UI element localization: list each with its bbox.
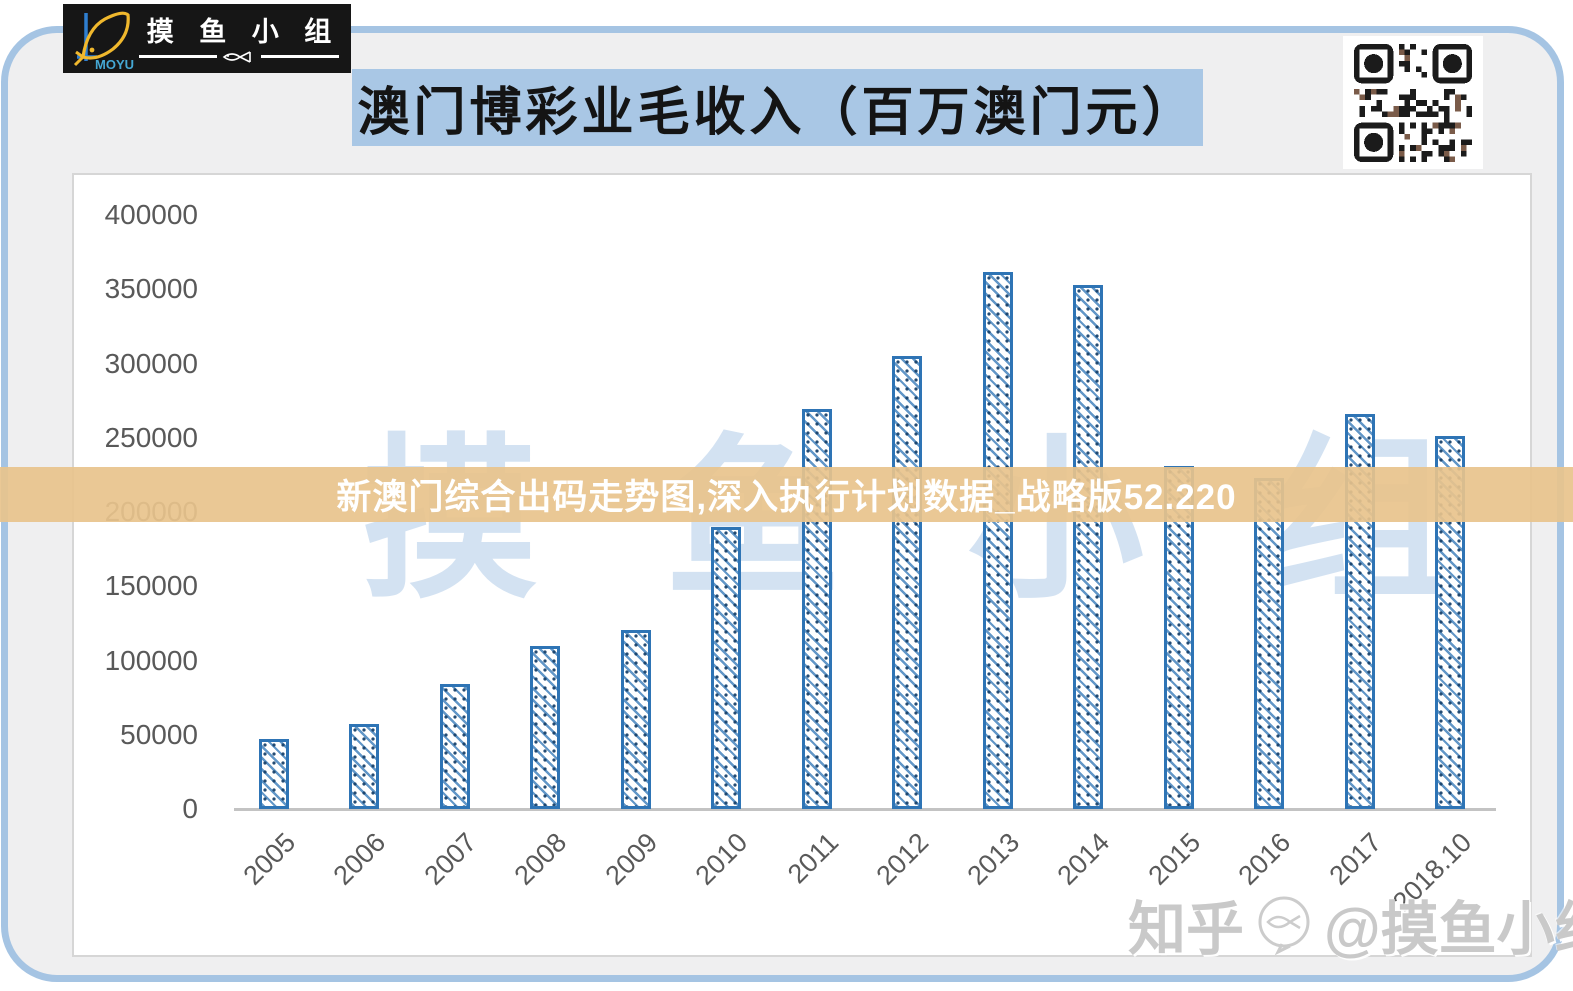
bar-2009 bbox=[621, 630, 651, 809]
logo-divider bbox=[139, 50, 339, 63]
y-axis-tick-label: 0 bbox=[182, 793, 198, 824]
page-title-bar: 澳门博彩业毛收入（百万澳门元） bbox=[352, 69, 1203, 146]
x-axis-label: 2010 bbox=[689, 827, 754, 891]
x-axis-line bbox=[234, 808, 1496, 811]
fish-bubble-icon bbox=[1258, 896, 1310, 956]
moyu-logo-box: MOYU 摸 鱼 小 组 bbox=[63, 4, 351, 73]
bar-2008 bbox=[530, 646, 560, 809]
bar-2012 bbox=[892, 356, 922, 809]
y-axis-tick-label: 100000 bbox=[104, 644, 198, 676]
x-axis-label: 2013 bbox=[961, 827, 1026, 891]
qr-code bbox=[1343, 36, 1483, 169]
x-axis-label: 2006 bbox=[327, 827, 392, 891]
x-axis-label: 2007 bbox=[418, 827, 483, 891]
svg-text:MOYU: MOYU bbox=[95, 57, 134, 71]
credit-site: 知乎 bbox=[1128, 897, 1245, 962]
promo-banner: 新澳门综合出码走势图,深入执行计划数据_战略版52.220 bbox=[0, 467, 1573, 522]
bar-2005 bbox=[259, 739, 289, 809]
bar-2015 bbox=[1164, 466, 1194, 809]
y-axis-tick-label: 400000 bbox=[104, 199, 198, 230]
x-axis-label: 2012 bbox=[870, 827, 935, 891]
x-axis-label: 2009 bbox=[599, 827, 664, 891]
x-axis-label: 2005 bbox=[237, 827, 302, 891]
y-axis-tick-label: 300000 bbox=[104, 347, 198, 379]
x-axis-label: 2014 bbox=[1051, 827, 1116, 891]
fish-logo-icon: MOYU bbox=[71, 7, 135, 72]
bar-2010 bbox=[711, 527, 741, 809]
logo-group-name: 摸 鱼 小 组 bbox=[146, 17, 332, 48]
bar-2014 bbox=[1073, 285, 1103, 809]
bar-2013 bbox=[983, 272, 1013, 809]
fish-divider-icon bbox=[217, 50, 261, 63]
bar-2006 bbox=[349, 724, 379, 809]
bar-2016 bbox=[1254, 478, 1284, 809]
y-axis-tick-label: 250000 bbox=[104, 421, 198, 453]
x-axis-label: 2008 bbox=[508, 827, 573, 891]
y-axis-tick-label: 50000 bbox=[120, 718, 198, 750]
y-axis-tick-label: 150000 bbox=[104, 570, 198, 602]
bar-2007 bbox=[440, 684, 470, 809]
chart-panel: 摸 鱼 小 组 40000035000030000025000020000015… bbox=[72, 173, 1532, 957]
x-axis-label: 2011 bbox=[781, 827, 845, 890]
page-title: 澳门博彩业毛收入（百万澳门元） bbox=[357, 84, 1198, 142]
promo-banner-text: 新澳门综合出码走势图,深入执行计划数据_战略版52.220 bbox=[336, 478, 1237, 517]
y-axis-tick-label: 350000 bbox=[104, 273, 198, 305]
